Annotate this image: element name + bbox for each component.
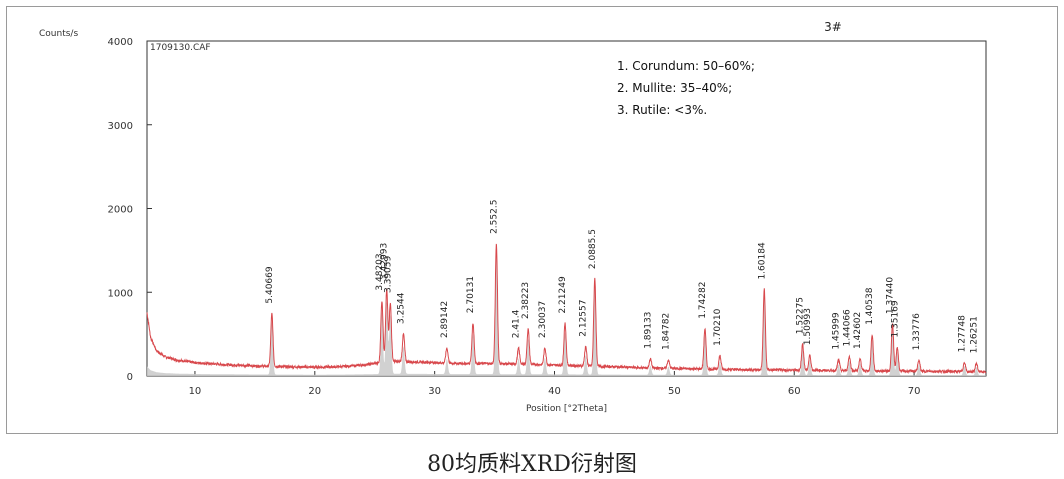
x-tick-label: 40 <box>548 386 561 397</box>
peak-label: 3.42993 <box>380 243 390 280</box>
x-tick-label: 70 <box>908 386 921 397</box>
y-tick-label: 1000 <box>108 288 133 299</box>
x-tick-label: 50 <box>668 386 681 397</box>
peak-label: 2.70131 <box>466 276 476 313</box>
peak-label: 5.40669 <box>265 266 275 303</box>
x-tick-label: 30 <box>428 386 441 397</box>
peak-label: 1.44066 <box>842 309 852 346</box>
legend-entry: 1. Corundum: 50–60%; <box>617 59 755 73</box>
peak-label: 2.89142 <box>440 301 450 338</box>
legend-entry: 2. Mullite: 35–40%; <box>617 81 732 95</box>
peak-label: 1.89133 <box>643 312 653 349</box>
peak-label: 1.60184 <box>757 242 767 279</box>
x-tick-label: 60 <box>788 386 801 397</box>
peak-label: 1.42602 <box>853 312 863 349</box>
x-axis-label: Position [°2Theta] <box>526 404 607 414</box>
peak-label: 1.35169 <box>890 300 900 337</box>
peak-label: 1.50993 <box>803 308 813 345</box>
peak-label: 2.21249 <box>558 276 568 313</box>
peak-label: 2.41.4 <box>512 309 522 338</box>
figure-caption: 80均质料XRD衍射图 <box>427 452 637 477</box>
peak-label: 2.12557 <box>579 300 589 337</box>
peak-label: 1.37440 <box>885 277 895 314</box>
peak-label: 3.39059 <box>383 255 393 292</box>
peak-label: 2.38223 <box>521 282 531 319</box>
y-tick-label: 0 <box>127 372 133 383</box>
y-tick-label: 2000 <box>108 205 133 216</box>
peak-label: 1.52275 <box>796 297 806 334</box>
xrd-chart: 0 1000 2000 3000 4000 10 20 30 40 50 60 70 Counts/s P… <box>39 20 987 414</box>
x-tick-label: 20 <box>308 386 321 397</box>
peak-label: 2.30037 <box>538 301 548 338</box>
peak-label: 3.2544 <box>396 292 406 324</box>
peak-label: 1.70210 <box>713 308 723 345</box>
y-tick-label: 3000 <box>108 121 133 132</box>
figure-frame: 0 1000 2000 3000 4000 10 20 30 40 50 60 70 Counts/s P… <box>6 6 1058 434</box>
peak-label: 1.27748 <box>957 315 967 352</box>
peak-label: 1.74282 <box>698 282 708 319</box>
peak-label: 3.48203 <box>375 253 385 290</box>
x-tick-label: 10 <box>189 386 202 397</box>
peak-label: 1.84782 <box>661 313 671 350</box>
xrd-pattern-line <box>146 243 987 375</box>
peak-label: 1.26251 <box>969 316 979 353</box>
y-tick-label: 4000 <box>108 37 133 48</box>
y-axis-label: Counts/s <box>39 29 78 39</box>
peak-label: 1.45999 <box>832 312 842 349</box>
peak-label: 2.552.5 <box>489 200 499 234</box>
peak-label: 1.40538 <box>865 287 875 324</box>
file-label: 1709130.CAF <box>150 43 211 53</box>
peak-label: 2.0885.5 <box>588 229 598 269</box>
sample-id: 3# <box>824 20 842 34</box>
legend-entry: 3. Rutile: <3%. <box>617 103 707 117</box>
peak-label: 1.33776 <box>912 313 922 350</box>
